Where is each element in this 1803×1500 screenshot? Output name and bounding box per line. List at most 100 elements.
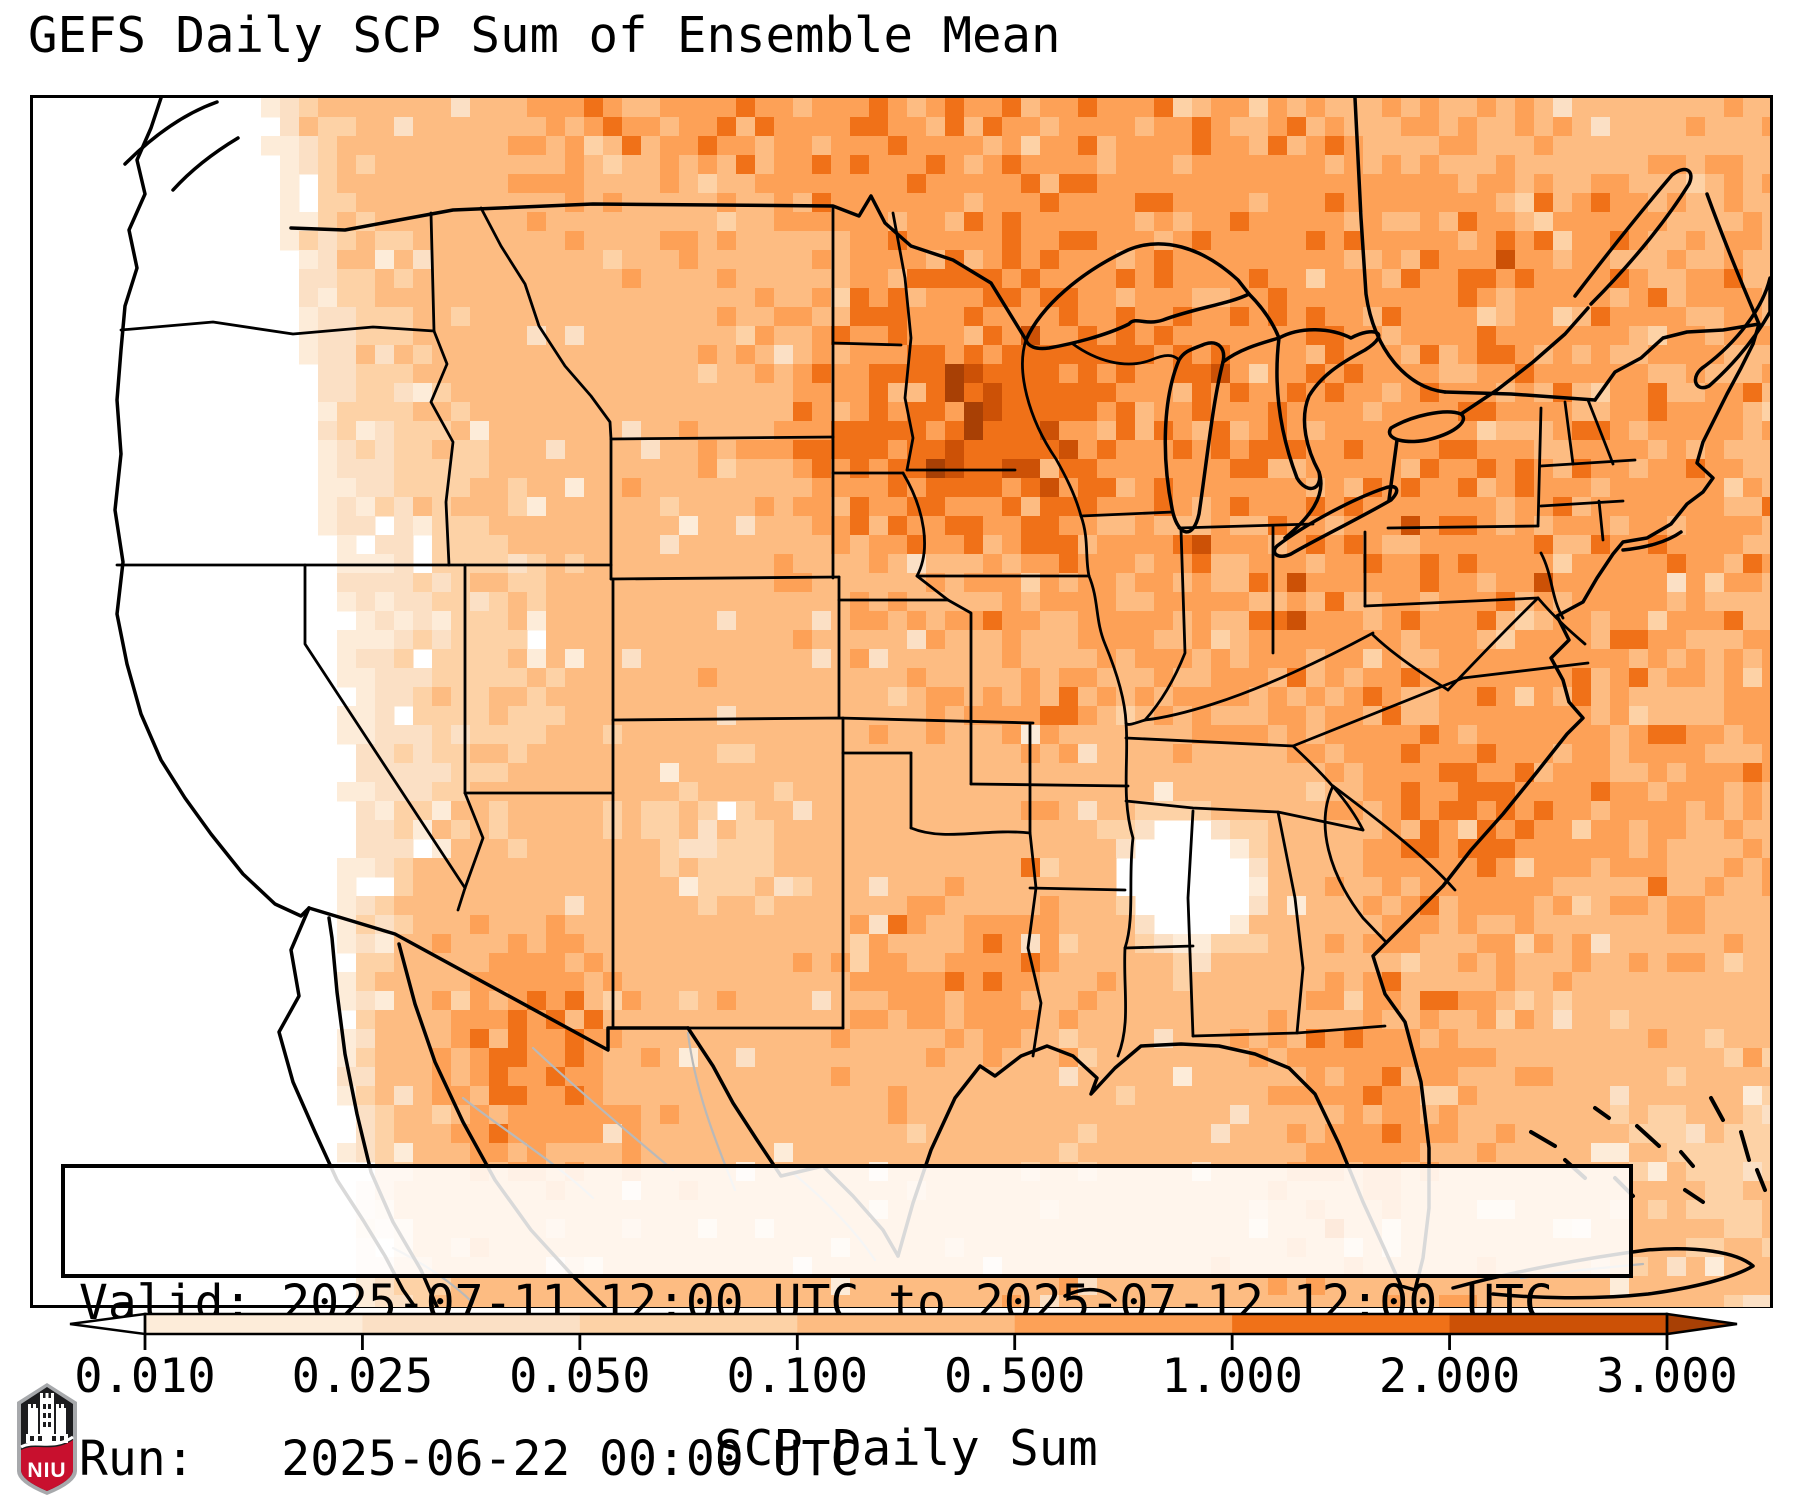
heatmap-cell <box>508 915 528 935</box>
heatmap-cell <box>1534 440 1554 460</box>
heatmap-cell <box>1724 1162 1744 1182</box>
heatmap-cell <box>470 516 490 536</box>
heatmap-cell <box>508 649 528 669</box>
heatmap-cell <box>1591 934 1611 954</box>
heatmap-cell <box>660 402 680 422</box>
heatmap-cell <box>660 345 680 365</box>
heatmap-cell <box>1363 1276 1383 1296</box>
heatmap-cell <box>983 402 1003 422</box>
heatmap-cell <box>869 649 889 669</box>
heatmap-cell <box>1439 535 1459 555</box>
heatmap-cell <box>622 725 642 745</box>
heatmap-cell <box>1439 1048 1459 1068</box>
heatmap-cell <box>679 839 699 859</box>
heatmap-cell <box>1230 744 1250 764</box>
heatmap-cell <box>926 117 946 137</box>
heatmap-cell <box>698 820 718 840</box>
heatmap-cell <box>717 1295 737 1307</box>
heatmap-cell <box>1268 1295 1288 1307</box>
heatmap-cell <box>375 440 395 460</box>
heatmap-cell <box>1667 1105 1687 1125</box>
heatmap-cell <box>1762 1295 1770 1307</box>
heatmap-cell <box>1439 193 1459 213</box>
heatmap-cell <box>831 611 851 631</box>
heatmap-cell <box>1420 820 1440 840</box>
heatmap-cell <box>1686 136 1706 156</box>
heatmap-cell <box>1629 858 1649 878</box>
heatmap-cell <box>1021 1143 1041 1163</box>
heatmap-cell <box>1762 706 1770 726</box>
heatmap-cell <box>1306 174 1326 194</box>
heatmap-cell <box>1686 269 1706 289</box>
heatmap-cell <box>337 421 357 441</box>
heatmap-cell <box>1268 1276 1288 1296</box>
heatmap-cell <box>584 1086 604 1106</box>
heatmap-cell <box>736 592 756 612</box>
heatmap-cell <box>831 174 851 194</box>
heatmap-cell <box>1439 801 1459 821</box>
heatmap-cell <box>1287 877 1307 897</box>
heatmap-cell <box>736 478 756 498</box>
heatmap-cell <box>432 573 452 593</box>
heatmap-cell <box>1515 155 1535 175</box>
heatmap-cell <box>1287 269 1307 289</box>
heatmap-cell <box>1743 934 1763 954</box>
heatmap-cell <box>660 174 680 194</box>
heatmap-cell <box>508 459 528 479</box>
heatmap-cell <box>1382 440 1402 460</box>
heatmap-cell <box>1610 687 1630 707</box>
heatmap-cell <box>1306 934 1326 954</box>
heatmap-cell <box>660 706 680 726</box>
heatmap-cell <box>1610 459 1630 479</box>
heatmap-cell <box>375 1295 395 1307</box>
heatmap-cell <box>945 573 965 593</box>
heatmap-cell <box>660 98 680 118</box>
heatmap-cell <box>470 991 490 1011</box>
heatmap-cell <box>603 421 623 441</box>
heatmap-cell <box>774 801 794 821</box>
heatmap-cell <box>1154 402 1174 422</box>
heatmap-cell <box>622 915 642 935</box>
heatmap-cell <box>1363 535 1383 555</box>
heatmap-cell <box>1553 136 1573 156</box>
heatmap-cell <box>1002 288 1022 308</box>
heatmap-cell <box>1553 934 1573 954</box>
heatmap-cell <box>812 725 832 745</box>
heatmap-cell <box>1154 763 1174 783</box>
heatmap-cell <box>793 554 813 574</box>
heatmap-cell <box>432 193 452 213</box>
heatmap-cell <box>1268 725 1288 745</box>
heatmap-cell <box>964 1124 984 1144</box>
heatmap-cell <box>736 611 756 631</box>
heatmap-cell <box>964 934 984 954</box>
heatmap-cell <box>1439 972 1459 992</box>
heatmap-cell <box>755 1276 775 1296</box>
heatmap-cell <box>641 440 661 460</box>
heatmap-cell <box>983 1276 1003 1296</box>
heatmap-cell <box>869 1143 889 1163</box>
heatmap-cell <box>1268 972 1288 992</box>
heatmap-cell <box>945 896 965 916</box>
heatmap-cell <box>1477 953 1497 973</box>
heatmap-cell <box>1363 934 1383 954</box>
heatmap-cell <box>1021 934 1041 954</box>
heatmap-cell <box>945 953 965 973</box>
heatmap-cell <box>356 1086 376 1106</box>
heatmap-cell <box>622 782 642 802</box>
heatmap-cell <box>1743 896 1763 916</box>
heatmap-cell <box>356 972 376 992</box>
heatmap-cell <box>603 1276 623 1296</box>
heatmap-cell <box>1382 706 1402 726</box>
heatmap-cell <box>1515 231 1535 251</box>
heatmap-cell <box>546 1086 566 1106</box>
heatmap-cell <box>736 858 756 878</box>
heatmap-cell <box>1173 193 1193 213</box>
heatmap-cell <box>1610 98 1630 118</box>
heatmap-cell <box>375 1276 395 1296</box>
heatmap-cell <box>318 231 338 251</box>
heatmap-cell <box>375 839 395 859</box>
heatmap-cell <box>1230 972 1250 992</box>
heatmap-cell <box>451 1295 471 1307</box>
heatmap-cell <box>1173 1048 1193 1068</box>
heatmap-cell <box>451 288 471 308</box>
